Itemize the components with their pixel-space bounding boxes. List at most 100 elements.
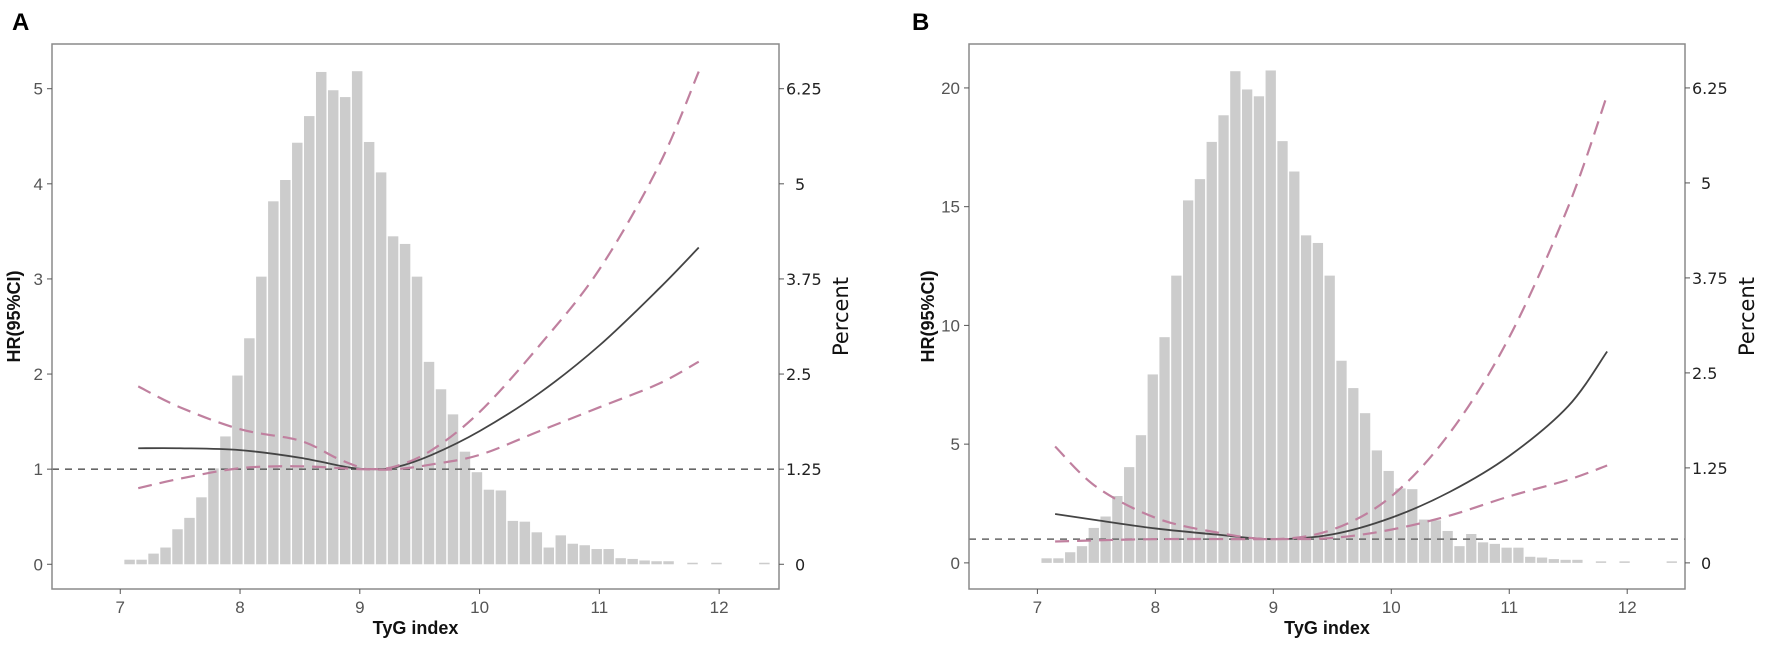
histogram-bar [543, 547, 555, 565]
y2-tick-label: 3.75 [1692, 269, 1728, 288]
histogram-bar [172, 529, 183, 565]
x-tick-label: 7 [116, 598, 125, 617]
histogram-bar [208, 468, 219, 565]
histogram-bar [292, 142, 303, 565]
histogram-bar [1666, 561, 1677, 563]
y2-tick-label: 2.5 [786, 365, 811, 384]
y2-tick-label: 5 [795, 175, 805, 194]
x-tick-label: 12 [1618, 598, 1637, 617]
histogram-bar [399, 243, 411, 565]
y-tick-label: 15 [941, 198, 960, 217]
histogram-bar [1253, 96, 1265, 563]
histogram-bar [1442, 530, 1453, 563]
histogram-bar [1159, 337, 1170, 563]
histogram-bar [184, 517, 195, 565]
y-tick-label: 4 [34, 175, 43, 194]
histogram-bar [1525, 556, 1536, 563]
x-tick-label: 11 [1500, 598, 1518, 617]
histogram-bar [591, 549, 602, 565]
histogram-bar [148, 553, 159, 565]
histogram-bar [447, 414, 459, 565]
histogram-bar [1418, 519, 1430, 563]
histogram-bar [1348, 388, 1359, 563]
histogram-bar [1595, 561, 1607, 563]
histogram-bar [268, 201, 279, 565]
x-tick-label: 9 [1269, 598, 1278, 617]
histogram-bar [471, 472, 483, 565]
hr-curve [138, 246, 700, 471]
histogram-bar [1454, 546, 1465, 563]
histogram-bar [1194, 179, 1206, 563]
y2-tick-label: 1.25 [1692, 459, 1728, 478]
histogram-bar [1041, 558, 1052, 563]
histogram-bar [256, 276, 267, 565]
y-axis-title: HR(95%CI) [918, 270, 938, 362]
histogram-bar [363, 141, 375, 565]
y-tick-label: 0 [951, 554, 960, 573]
plot-frame [968, 43, 1686, 590]
histogram-bar [1477, 542, 1489, 563]
histogram-bar [603, 549, 614, 565]
histogram-bar [1053, 558, 1064, 563]
histogram-bar [327, 90, 339, 565]
x-axis-title: TyG index [1284, 618, 1370, 638]
y-axis-title: HR(95%CI) [4, 270, 24, 362]
y2-axis-title: Percent [1735, 277, 1759, 356]
histogram-bar [1430, 520, 1442, 563]
y2-tick-label: 3.75 [786, 270, 822, 289]
y2-tick-label: 6.25 [1692, 79, 1728, 98]
y-tick-label: 3 [34, 270, 43, 289]
y2-tick-label: 0 [1701, 554, 1711, 573]
histogram-bar [1489, 543, 1500, 563]
y2-tick-label: 5 [1701, 174, 1711, 193]
histogram-bar [160, 547, 171, 565]
histogram-bar [483, 489, 495, 565]
histogram-bar [1088, 527, 1099, 563]
histogram-bar [555, 535, 567, 565]
histogram-bar [1206, 141, 1217, 563]
histogram-bar [615, 558, 626, 565]
histogram-bar [459, 451, 471, 565]
histogram-bar [315, 71, 327, 565]
histogram-bar [1383, 470, 1394, 563]
panel-b: B 7 8 9 10 11 12 0 5 10 15 20 0 1.25 2.5 3.75 5 6.25 TyG i… [912, 9, 1759, 638]
histogram-bar [1065, 552, 1076, 563]
x-tick-label: 7 [1033, 598, 1042, 617]
histogram-bar [687, 562, 698, 565]
histogram-bar [495, 490, 507, 565]
x-tick-label: 8 [235, 598, 244, 617]
x-tick-label: 8 [1151, 598, 1160, 617]
x-tick-label: 10 [470, 598, 489, 617]
y-tick-label: 0 [34, 555, 43, 574]
histogram-bar [351, 71, 363, 565]
histogram-bar [1241, 89, 1253, 563]
x-axis-title: TyG index [373, 618, 459, 638]
ci-upper-curve [137, 71, 700, 471]
histogram-bar [1513, 547, 1524, 563]
histogram-bar [1619, 561, 1630, 563]
histogram-bar [1466, 534, 1477, 563]
histogram-bar [435, 389, 447, 565]
y-tick-label: 2 [34, 365, 43, 384]
panel-label: B [912, 9, 929, 36]
y-tick-label: 20 [941, 79, 960, 98]
histogram-bar [423, 361, 435, 565]
histogram-bar [1112, 496, 1123, 563]
plot-frame [51, 43, 780, 590]
hr-curve [1054, 351, 1608, 541]
histogram-bar [519, 521, 531, 565]
histogram-bar [1501, 547, 1512, 563]
histogram-bar [339, 97, 351, 565]
y-tick-label: 5 [951, 435, 960, 454]
histogram-bar [1289, 171, 1300, 563]
histogram-bar [1183, 200, 1194, 563]
x-tick-label: 10 [1382, 598, 1401, 617]
histogram-bar [220, 436, 231, 565]
histogram-bar [411, 276, 423, 565]
histogram-bar [304, 116, 315, 565]
histogram-bar [1359, 413, 1371, 563]
panel-label: A [12, 9, 29, 36]
histogram-bar [507, 520, 519, 565]
histogram-bar [1147, 374, 1158, 563]
histogram-bar [1076, 546, 1088, 563]
